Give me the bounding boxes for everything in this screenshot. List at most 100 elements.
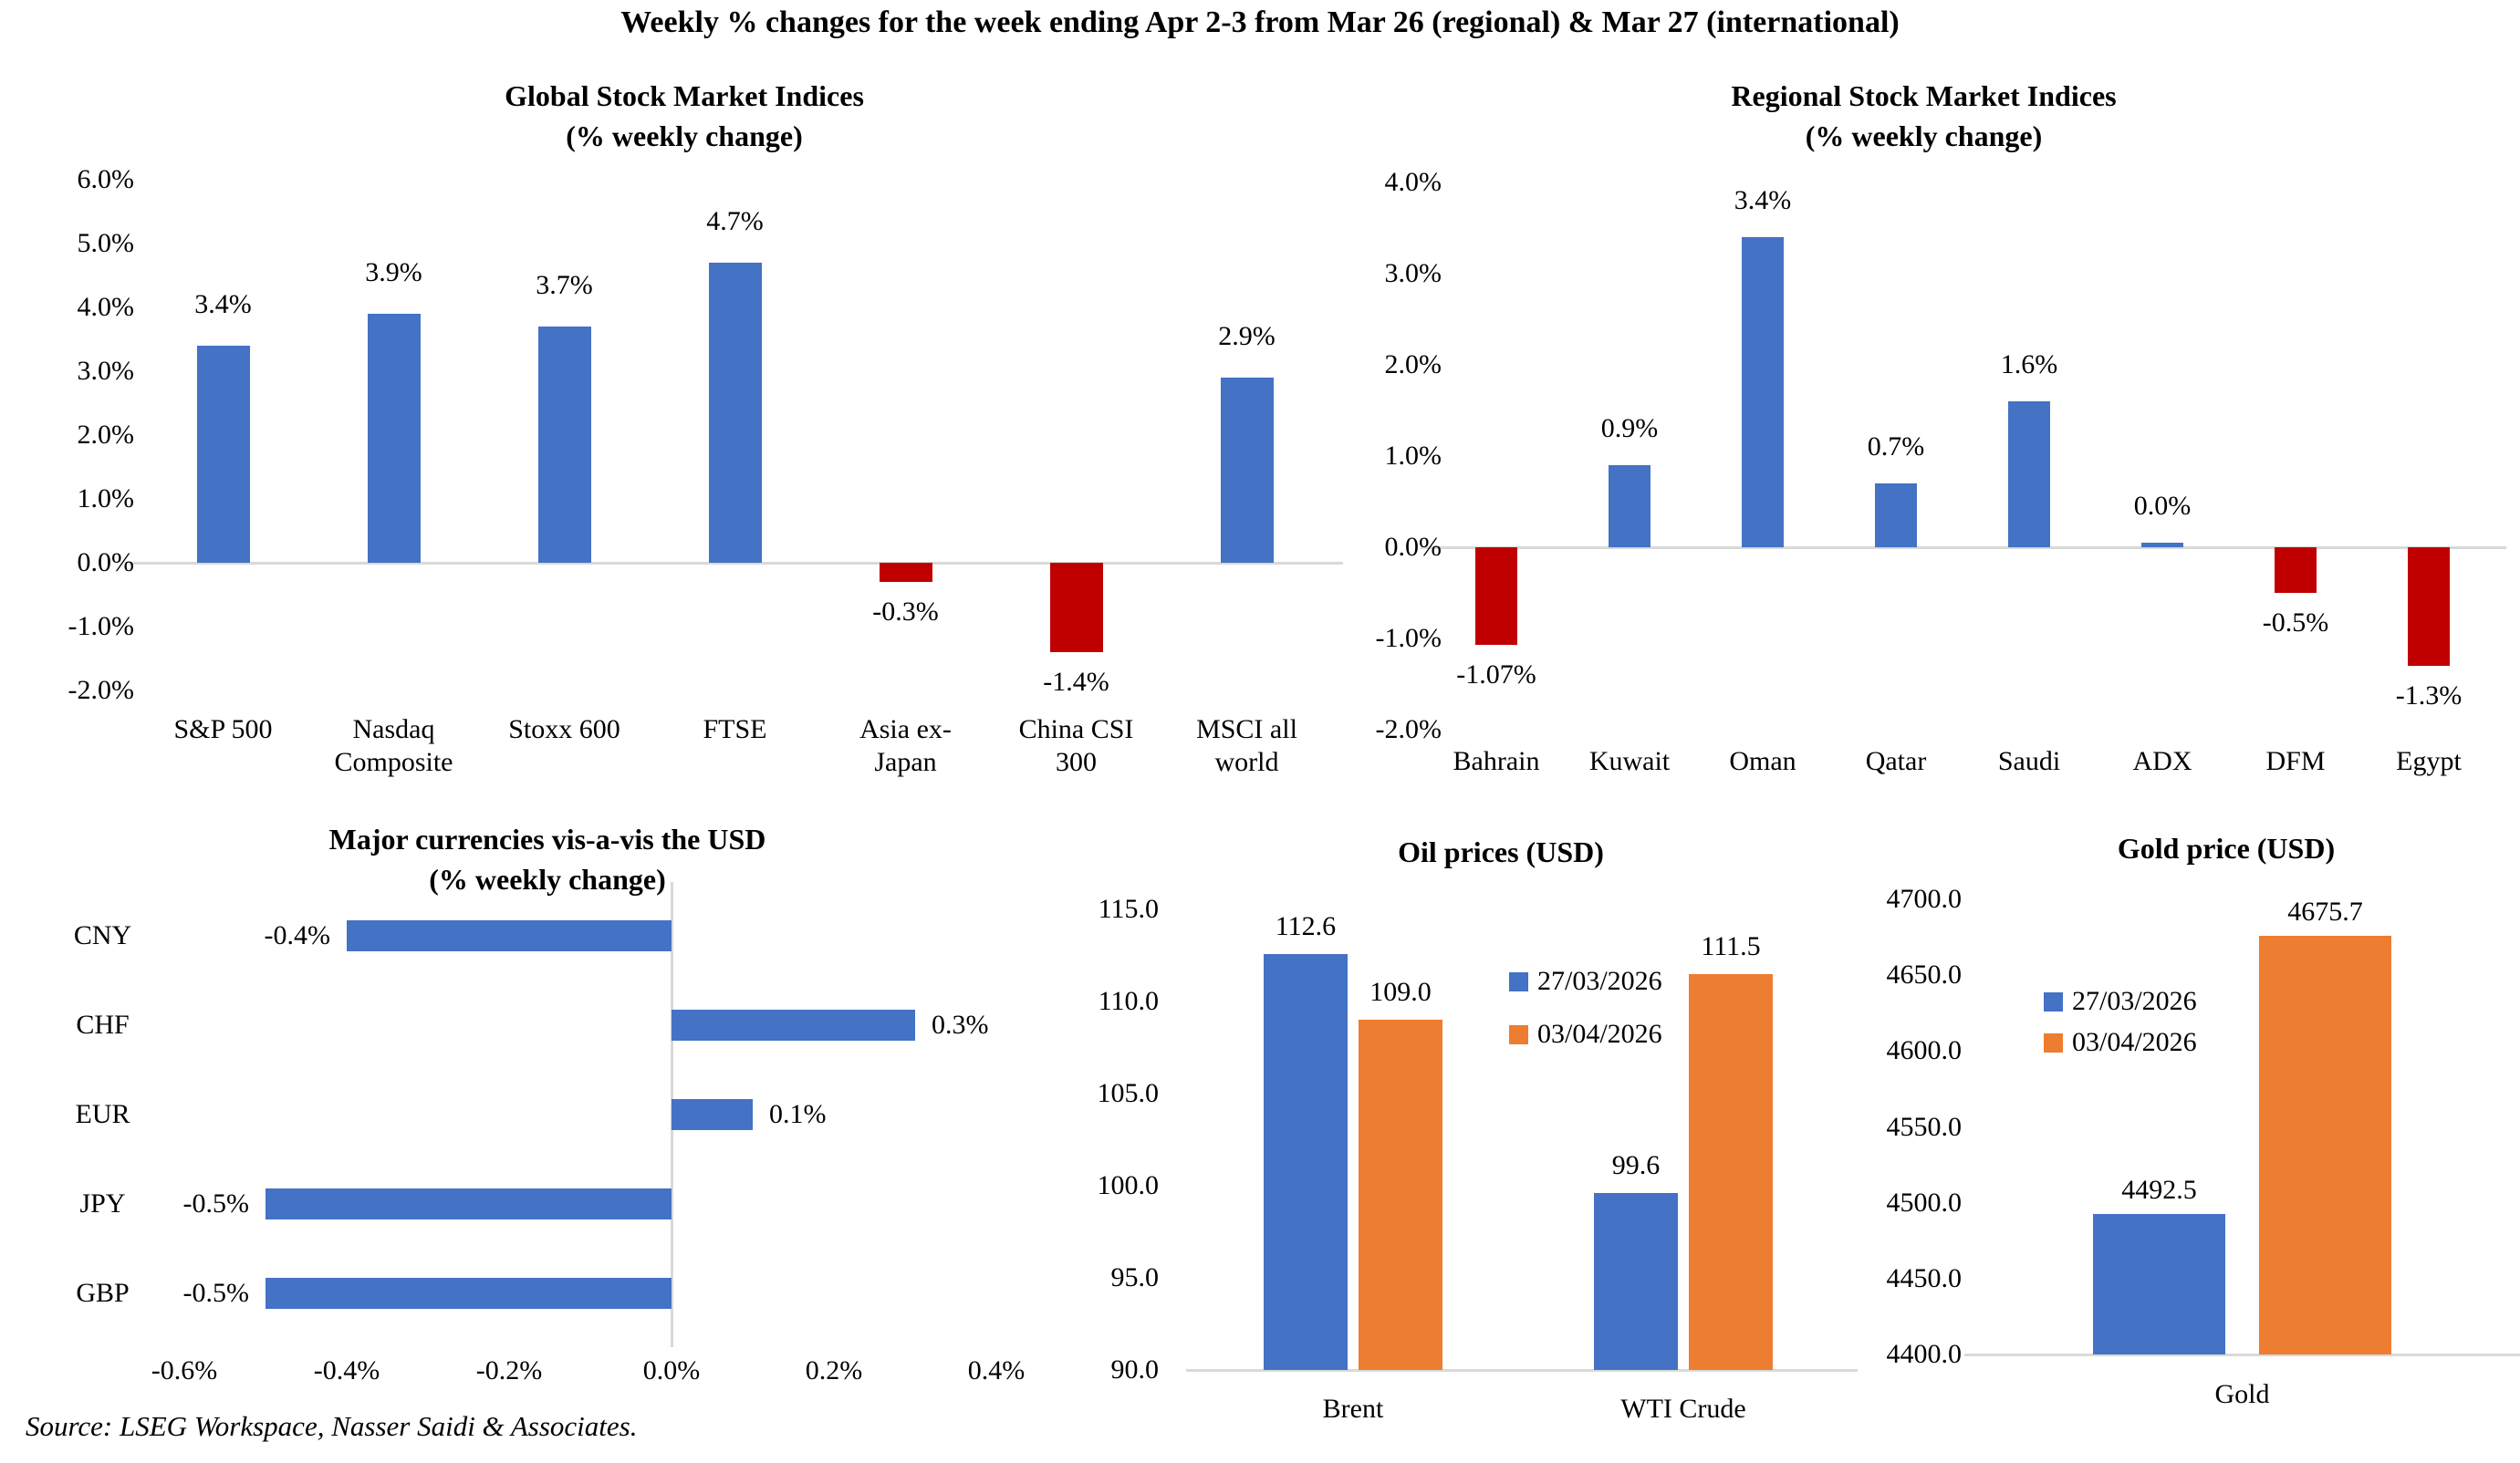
bar-egypt — [2408, 547, 2450, 666]
chart-title: Regional Stock Market Indices (% weekly … — [1328, 76, 2520, 156]
chart-title: Major currencies vis-a-vis the USD (% we… — [18, 819, 1077, 899]
category-label-bahrain: Bahrain — [1453, 746, 1540, 776]
legend-swatch-orange — [1509, 1024, 1528, 1044]
category-label-egypt: Egypt — [2396, 746, 2462, 776]
y-tick-label: 4500.0 — [1886, 1187, 1963, 1218]
category-label-jpy: JPY — [79, 1188, 126, 1219]
bar-gold-27-03-2026 — [2093, 1214, 2225, 1354]
bar-stoxx-600 — [537, 327, 591, 563]
value-label-nasdaq-composite: 3.9% — [365, 257, 422, 287]
category-label-wti-crude: WTI Crude — [1620, 1394, 1746, 1424]
value-label-jpy: -0.5% — [182, 1188, 249, 1219]
bar-qatar — [1875, 483, 1917, 547]
legend-item: 27/03/2026 — [1509, 965, 1662, 998]
value-label-wti-crude-27-03-2026: 99.6 — [1611, 1150, 1661, 1181]
category-label-ftse: FTSE — [703, 714, 767, 744]
page-title: Weekly % changes for the week ending Apr… — [620, 5, 1900, 39]
category-label-nasdaq-composite: Nasdaq Composite — [334, 714, 453, 777]
category-label-china-csi-300: China CSI 300 — [1018, 714, 1134, 777]
x-axis-zero-line — [129, 561, 1343, 565]
value-label-dfm: -0.5% — [2262, 607, 2329, 638]
chart-title-line2: (% weekly change) — [429, 863, 666, 896]
bar-cny — [347, 920, 672, 951]
y-tick-label: 100.0 — [1097, 1170, 1160, 1200]
bar-jpy — [266, 1188, 672, 1219]
chart-regional-stock-indices: Regional Stock Market Indices (% weekly … — [1328, 50, 2520, 812]
bar-kuwait — [1609, 465, 1650, 547]
y-tick-label: -1.0% — [68, 611, 134, 641]
value-label-china-csi-300: -1.4% — [1043, 667, 1109, 697]
legend-item: 03/04/2026 — [1509, 1018, 1662, 1051]
value-label-adx: 0.0% — [2133, 491, 2192, 521]
x-tick-label: -0.2% — [475, 1355, 543, 1385]
chart-gold-price: Gold price (USD) 27/03/2026 03/04/2026 4… — [1834, 812, 2520, 1459]
bar-adx — [2141, 543, 2183, 547]
y-tick-label: 2.0% — [77, 420, 135, 450]
value-label-wti-crude-03-04-2026: 111.5 — [1701, 930, 1761, 961]
chart-title: Global Stock Market Indices (% weekly ch… — [18, 76, 1350, 156]
bar-saudi — [2008, 401, 2050, 547]
value-label-brent-03-04-2026: 109.0 — [1369, 977, 1432, 1008]
bar-oman — [1742, 237, 1784, 547]
category-label-qatar: Qatar — [1865, 746, 1927, 776]
value-label-brent-27-03-2026: 112.6 — [1275, 910, 1337, 941]
chart-global-stock-indices: Global Stock Market Indices (% weekly ch… — [18, 50, 1350, 812]
legend-swatch-blue — [2044, 991, 2063, 1012]
chart-major-currencies: Major currencies vis-a-vis the USD (% we… — [18, 812, 1077, 1414]
bar-ftse — [708, 263, 762, 563]
chart-title-line2: (% weekly change) — [1805, 119, 2043, 152]
y-tick-label: 0.0% — [77, 547, 135, 577]
category-label-stoxx-600: Stoxx 600 — [508, 714, 620, 744]
bar-wti-crude-03-04-2026 — [1689, 973, 1773, 1370]
legend-label: 03/04/2026 — [2072, 1027, 2197, 1057]
category-label-gbp: GBP — [76, 1278, 130, 1308]
category-label-asia-ex-japan: Asia ex- Japan — [859, 714, 952, 777]
legend-label: 03/04/2026 — [1537, 1019, 1662, 1049]
chart-title-line1: Oil prices (USD) — [1398, 835, 1604, 868]
value-label-oman: 3.4% — [1734, 185, 1792, 215]
y-tick-label: 4450.0 — [1886, 1262, 1963, 1293]
source-note: Source: LSEG Workspace, Nasser Saidi & A… — [26, 1410, 638, 1442]
x-tick-label: 0.2% — [805, 1355, 863, 1385]
value-label-qatar: 0.7% — [1867, 431, 1925, 462]
bar-bahrain — [1475, 547, 1517, 645]
bar-nasdaq-composite — [367, 314, 421, 563]
chart-title-line1: Regional Stock Market Indices — [1731, 79, 2117, 112]
bar-msci-all-world — [1220, 378, 1274, 563]
value-label-gold-27-03-2026: 4492.5 — [2121, 1175, 2197, 1206]
x-axis-line — [1964, 1354, 2520, 1356]
y-tick-label: 1.0% — [1384, 441, 1442, 471]
value-label-kuwait: 0.9% — [1600, 413, 1659, 443]
chart-title: Oil prices (USD) — [1077, 832, 1925, 872]
x-tick-label: 0.0% — [642, 1355, 701, 1385]
category-label-brent: Brent — [1322, 1394, 1384, 1424]
y-tick-label: 4550.0 — [1886, 1111, 1963, 1142]
legend-label: 27/03/2026 — [2072, 986, 2197, 1016]
category-label-chf: CHF — [76, 1010, 130, 1040]
bar-china-csi-300 — [1049, 563, 1103, 652]
bar-dfm — [2275, 547, 2317, 593]
bar-wti-crude-27-03-2026 — [1594, 1193, 1678, 1370]
bar-gold-03-04-2026 — [2259, 936, 2391, 1354]
chart-oil-prices: Oil prices (USD) 27/03/2026 03/04/2026 1… — [1077, 812, 1925, 1459]
chart-title-line2: (% weekly change) — [566, 119, 803, 152]
value-label-s-p-500: 3.4% — [194, 289, 252, 319]
y-tick-label: 115.0 — [1098, 894, 1159, 924]
category-label-adx: ADX — [2132, 746, 2192, 776]
y-tick-label: 4.0% — [1384, 167, 1442, 197]
y-tick-label: -2.0% — [1375, 714, 1442, 744]
legend-item: 03/04/2026 — [2044, 1026, 2197, 1059]
x-tick-label: -0.6% — [151, 1355, 218, 1385]
y-tick-label: 105.0 — [1097, 1078, 1160, 1108]
y-tick-label: 4650.0 — [1886, 960, 1963, 991]
y-tick-label: 90.0 — [1110, 1354, 1160, 1385]
bar-gbp — [266, 1278, 672, 1309]
legend-swatch-blue — [1509, 971, 1528, 991]
chart-title-line1: Global Stock Market Indices — [505, 79, 864, 112]
y-tick-label: 95.0 — [1110, 1262, 1160, 1292]
bar-eur — [672, 1099, 753, 1130]
chart-title-line1: Gold price (USD) — [2117, 832, 2336, 865]
chart-title-line1: Major currencies vis-a-vis the USD — [328, 823, 766, 856]
y-tick-label: -1.0% — [1375, 623, 1442, 653]
